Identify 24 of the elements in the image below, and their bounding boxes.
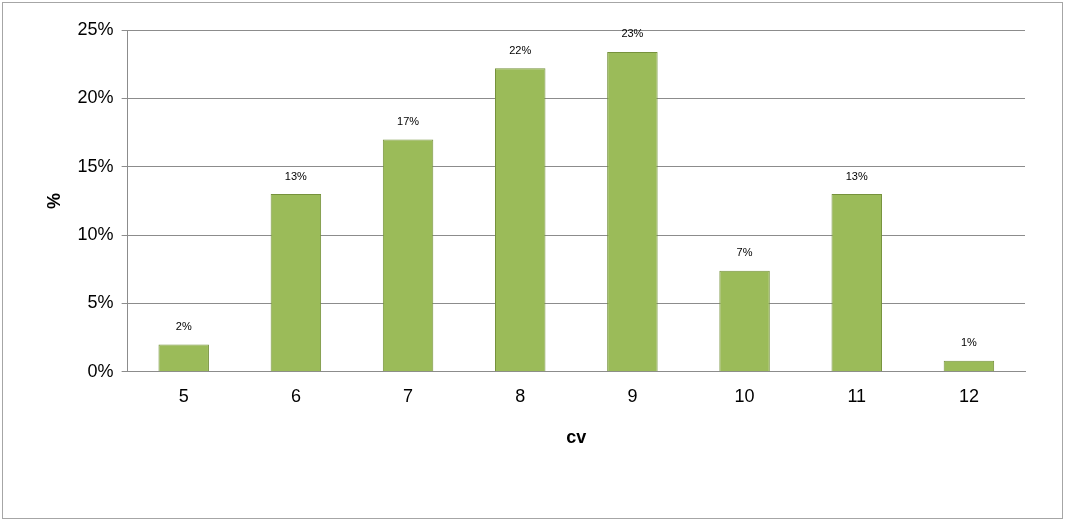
- data-label: 17%: [397, 114, 420, 127]
- y-tick-label: 0%: [87, 360, 114, 381]
- data-label: 23%: [621, 27, 644, 40]
- x-tick-label: 5: [178, 385, 189, 406]
- x-tick-label: 6: [290, 385, 301, 406]
- y-tick-label: 15%: [77, 155, 114, 176]
- y-tick-label: 25%: [77, 18, 114, 39]
- y-tick-label: 20%: [77, 87, 114, 108]
- data-label: 1%: [960, 336, 978, 349]
- data-label: 2%: [175, 319, 192, 332]
- y-tick-label: 10%: [77, 224, 114, 245]
- x-tick-label: 7: [403, 385, 414, 406]
- x-axis-title: cv: [566, 427, 587, 448]
- x-tick-label: 9: [627, 385, 638, 406]
- x-tick-label: 10: [734, 385, 755, 406]
- x-tick-label: 11: [847, 385, 867, 406]
- y-axis-title: %: [43, 192, 64, 209]
- data-label: 7%: [736, 246, 753, 259]
- x-tick-label: 8: [515, 385, 526, 406]
- data-label: 13%: [284, 169, 308, 182]
- x-tick-label: 12: [958, 385, 979, 406]
- data-label: 22%: [509, 43, 532, 56]
- data-label: 13%: [845, 169, 868, 182]
- y-tick-label: 5%: [87, 292, 114, 313]
